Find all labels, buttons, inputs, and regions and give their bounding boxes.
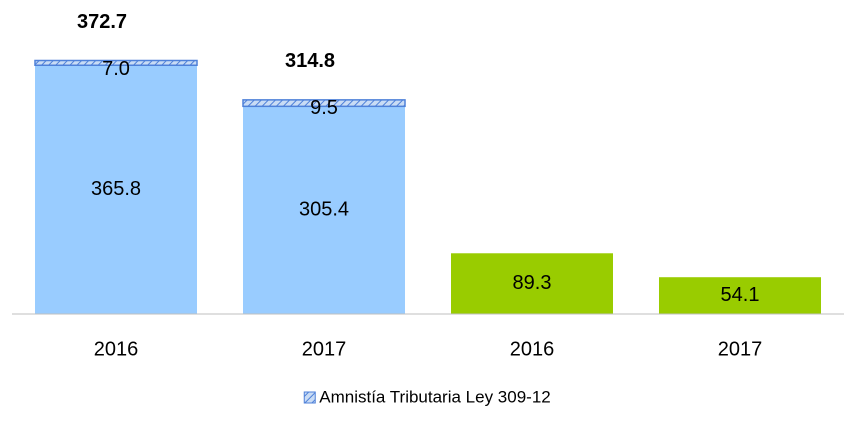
bar-segment — [659, 277, 821, 314]
x-tick-label: 2016 — [510, 338, 555, 360]
data-label: 54.1 — [721, 284, 760, 306]
data-label: 7.0 — [102, 58, 130, 80]
legend-swatch — [303, 391, 316, 404]
x-tick-label: 2016 — [94, 338, 139, 360]
bar-segment — [451, 253, 613, 314]
data-label: 9.5 — [310, 97, 338, 119]
bar-segment — [34, 59, 198, 67]
x-tick-label: 2017 — [302, 338, 347, 360]
bar-segment — [242, 99, 406, 108]
bar-segment — [243, 106, 405, 314]
data-label: 365.8 — [91, 178, 141, 200]
x-tick-label: 2017 — [718, 338, 763, 360]
total-label: 372.7 — [77, 11, 127, 33]
data-label: 305.4 — [299, 198, 349, 220]
total-label: 314.8 — [285, 50, 335, 72]
data-label: 89.3 — [513, 272, 552, 294]
bar-segment — [35, 65, 197, 314]
legend-label: Amnistía Tributaria Ley 309-12 — [319, 387, 551, 406]
